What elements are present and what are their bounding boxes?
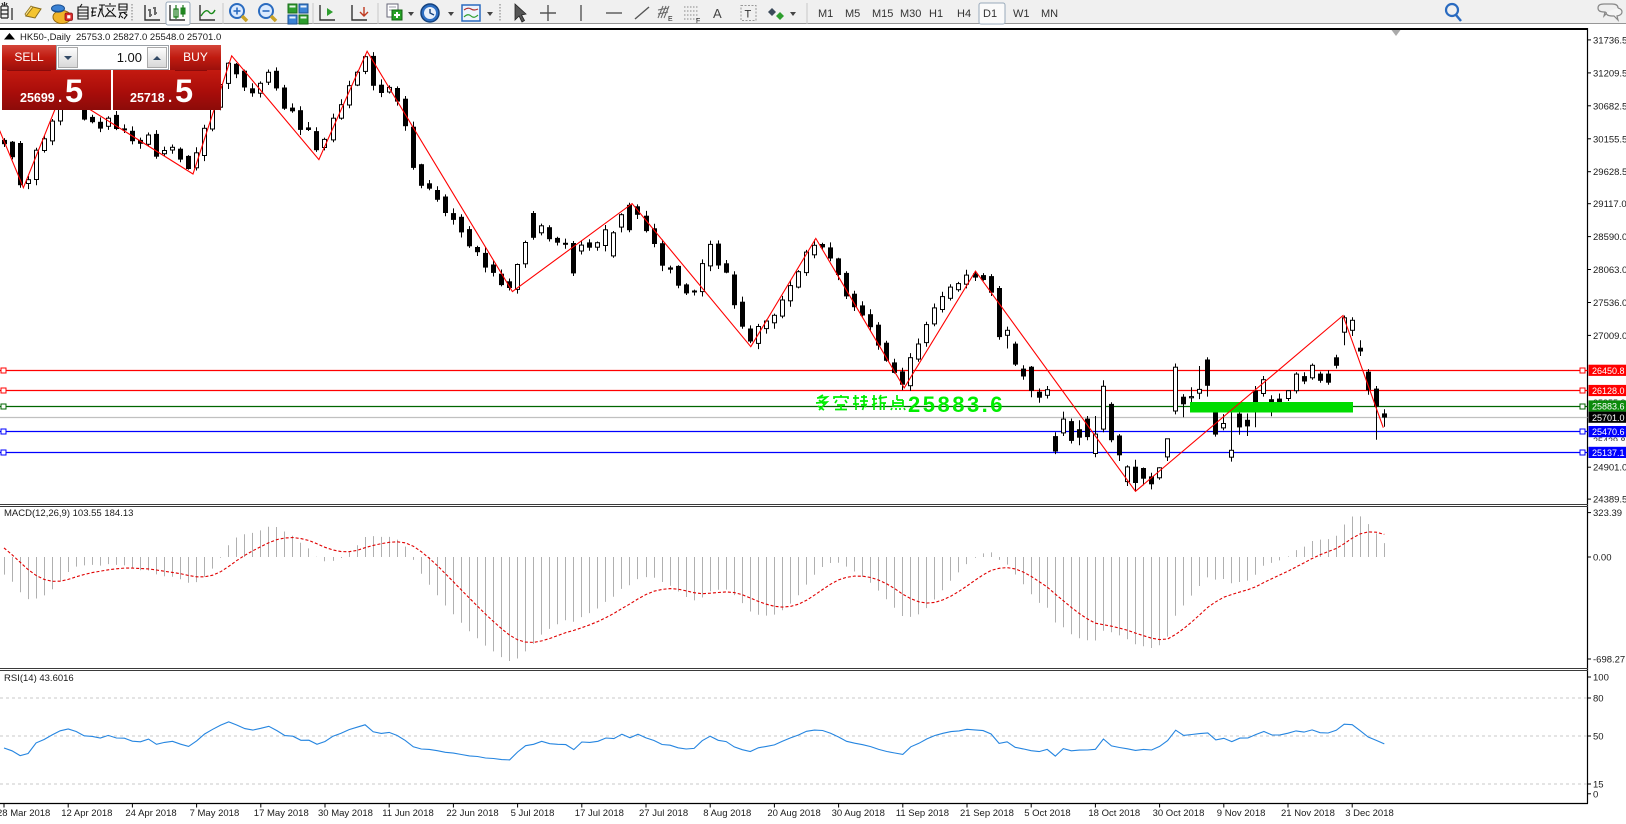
svg-text:E: E: [668, 16, 673, 23]
svg-text:5 Oct 2018: 5 Oct 2018: [1024, 808, 1070, 819]
svg-text:RSI(14) 43.6016: RSI(14) 43.6016: [4, 673, 74, 684]
svg-text:-698.27: -698.27: [1593, 655, 1625, 666]
svg-text:17 Jul 2018: 17 Jul 2018: [575, 808, 624, 819]
svg-text:18 Oct 2018: 18 Oct 2018: [1088, 808, 1140, 819]
svg-text:0: 0: [1593, 789, 1598, 800]
svg-text:27 Jul 2018: 27 Jul 2018: [639, 808, 688, 819]
svg-text:24901.0: 24901.0: [1593, 463, 1626, 474]
svg-text:28590.0: 28590.0: [1593, 232, 1626, 243]
svg-text:30 Oct 2018: 30 Oct 2018: [1153, 808, 1205, 819]
svg-text:29628.5: 29628.5: [1593, 167, 1626, 178]
svg-text:28 Mar 2018: 28 Mar 2018: [0, 808, 50, 819]
svg-text:F: F: [696, 18, 700, 25]
svg-text:31736.5: 31736.5: [1593, 35, 1626, 46]
svg-text:H4: H4: [957, 8, 971, 20]
svg-text:26128.0: 26128.0: [1592, 386, 1625, 396]
svg-text:25137.1: 25137.1: [1592, 448, 1625, 458]
svg-text:0.00: 0.00: [1593, 553, 1612, 564]
svg-text:11 Sep 2018: 11 Sep 2018: [896, 808, 949, 819]
svg-text:H1: H1: [929, 8, 943, 20]
svg-text:MN: MN: [1041, 8, 1058, 20]
svg-text:M15: M15: [872, 8, 893, 20]
svg-text:30 May 2018: 30 May 2018: [318, 808, 373, 819]
svg-text:25429.8: 25429.8: [1593, 436, 1626, 446]
svg-text:9 Nov 2018: 9 Nov 2018: [1217, 808, 1266, 819]
svg-text:26450.8: 26450.8: [1592, 366, 1625, 376]
svg-text:M5: M5: [845, 8, 860, 20]
svg-text:3 Dec 2018: 3 Dec 2018: [1345, 808, 1394, 819]
svg-text:27536.0: 27536.0: [1593, 298, 1626, 309]
svg-text:A: A: [713, 6, 722, 21]
svg-text:25855.8: 25855.8: [1593, 398, 1626, 408]
svg-text:24389.5: 24389.5: [1593, 495, 1626, 506]
svg-text:30 Aug 2018: 30 Aug 2018: [832, 808, 885, 819]
svg-text:M1: M1: [818, 8, 833, 20]
svg-text:HK50-,Daily 25753.0 25827.0 2: HK50-,Daily 25753.0 25827.0 25548.0 2570…: [20, 32, 221, 43]
svg-text:T: T: [745, 9, 752, 21]
svg-text:80: 80: [1593, 694, 1604, 705]
svg-text:29117.0: 29117.0: [1593, 199, 1626, 210]
svg-text:20 Aug 2018: 20 Aug 2018: [767, 808, 820, 819]
svg-text:323.39: 323.39: [1593, 508, 1622, 519]
svg-text:28063.0: 28063.0: [1593, 265, 1626, 276]
svg-text:100: 100: [1593, 673, 1609, 684]
svg-text:50: 50: [1593, 732, 1604, 743]
svg-text:25883.6: 25883.6: [1592, 402, 1625, 412]
svg-text:25701.0: 25701.0: [1592, 413, 1625, 423]
svg-text:12 Apr 2018: 12 Apr 2018: [61, 808, 112, 819]
svg-text:7 May 2018: 7 May 2018: [190, 808, 240, 819]
svg-text:30682.5: 30682.5: [1593, 101, 1626, 112]
svg-text:31209.5: 31209.5: [1593, 68, 1626, 79]
svg-text:21 Sep 2018: 21 Sep 2018: [960, 808, 1014, 819]
svg-text:21 Nov 2018: 21 Nov 2018: [1281, 808, 1335, 819]
svg-text:17 May 2018: 17 May 2018: [254, 808, 309, 819]
svg-text:M30: M30: [900, 8, 921, 20]
svg-text:30155.5: 30155.5: [1593, 134, 1626, 145]
svg-text:8 Aug 2018: 8 Aug 2018: [703, 808, 751, 819]
svg-text:D1: D1: [983, 8, 997, 20]
svg-text:22 Jun 2018: 22 Jun 2018: [446, 808, 498, 819]
svg-text:11 Jun 2018: 11 Jun 2018: [382, 808, 434, 819]
svg-text:24 Apr 2018: 24 Apr 2018: [125, 808, 176, 819]
svg-text:W1: W1: [1013, 8, 1030, 20]
svg-text:MACD(12,26,9) 103.55 184.13: MACD(12,26,9) 103.55 184.13: [4, 508, 133, 519]
svg-text:27009.0: 27009.0: [1593, 331, 1626, 342]
svg-text:25470.6: 25470.6: [1592, 427, 1625, 437]
svg-text:15: 15: [1593, 780, 1604, 791]
svg-text:25883.6: 25883.6: [908, 392, 1005, 417]
svg-text:5 Jul 2018: 5 Jul 2018: [511, 808, 555, 819]
